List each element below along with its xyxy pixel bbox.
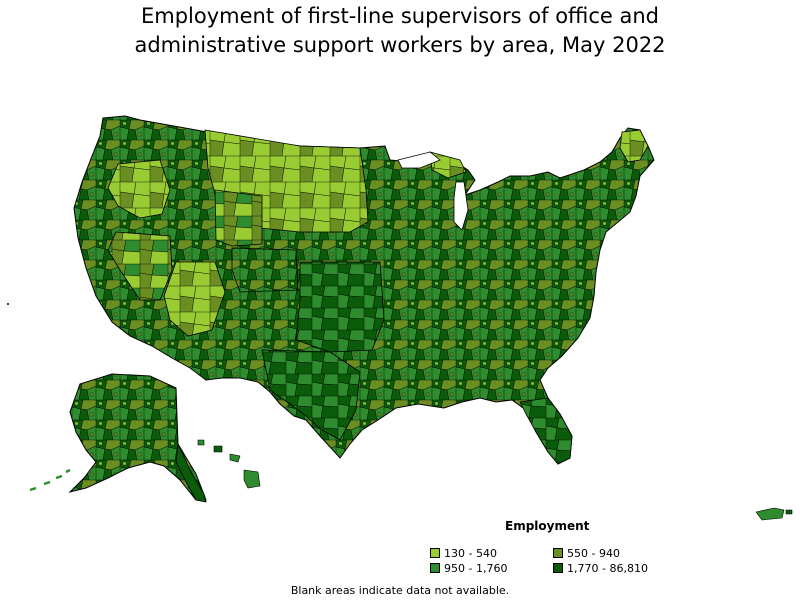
michigan-upper-region xyxy=(429,151,467,179)
texas-region xyxy=(261,349,361,441)
maine-region xyxy=(619,129,649,163)
map-title: Employment of first-line supervisors of … xyxy=(0,2,800,60)
title-line-1: Employment of first-line supervisors of … xyxy=(140,4,660,28)
four-corners-region xyxy=(163,261,226,337)
nevada-region xyxy=(107,231,173,301)
lake-michigan xyxy=(453,181,469,231)
legend-item-1: 130 - 540 xyxy=(430,546,497,560)
legend-item-3: 950 - 1,760 xyxy=(430,561,507,575)
legend-swatch-1 xyxy=(430,548,440,558)
legend-item-2: 550 - 940 xyxy=(553,546,620,560)
hawaii xyxy=(197,439,261,489)
southern-plains-region xyxy=(295,261,385,353)
legend-swatch-3 xyxy=(430,563,440,573)
colorado-region xyxy=(231,247,299,293)
legend-swatch-2 xyxy=(553,548,563,558)
footnote: Blank areas indicate data not available. xyxy=(290,584,510,597)
idaho-region xyxy=(107,159,171,219)
island-dot xyxy=(7,303,9,305)
alaska xyxy=(68,373,207,501)
legend-item-4: 1,770 - 86,810 xyxy=(553,561,648,575)
legend-swatch-4 xyxy=(553,563,563,573)
wyoming-region xyxy=(214,189,263,247)
legend-label-2: 550 - 940 xyxy=(567,546,620,560)
legend-label-1: 130 - 540 xyxy=(444,546,497,560)
aleutian-islands xyxy=(29,468,71,492)
legend-label-4: 1,770 - 86,810 xyxy=(567,561,648,575)
lake-superior xyxy=(397,151,441,169)
legend-title: Employment xyxy=(505,519,590,533)
alaska-panhandle xyxy=(175,442,207,503)
legend-label-3: 950 - 1,760 xyxy=(444,561,508,575)
florida-region xyxy=(519,397,573,465)
puerto-rico-east xyxy=(785,509,793,515)
title-line-2: administrative support workers by area, … xyxy=(134,33,666,57)
puerto-rico xyxy=(755,507,785,521)
